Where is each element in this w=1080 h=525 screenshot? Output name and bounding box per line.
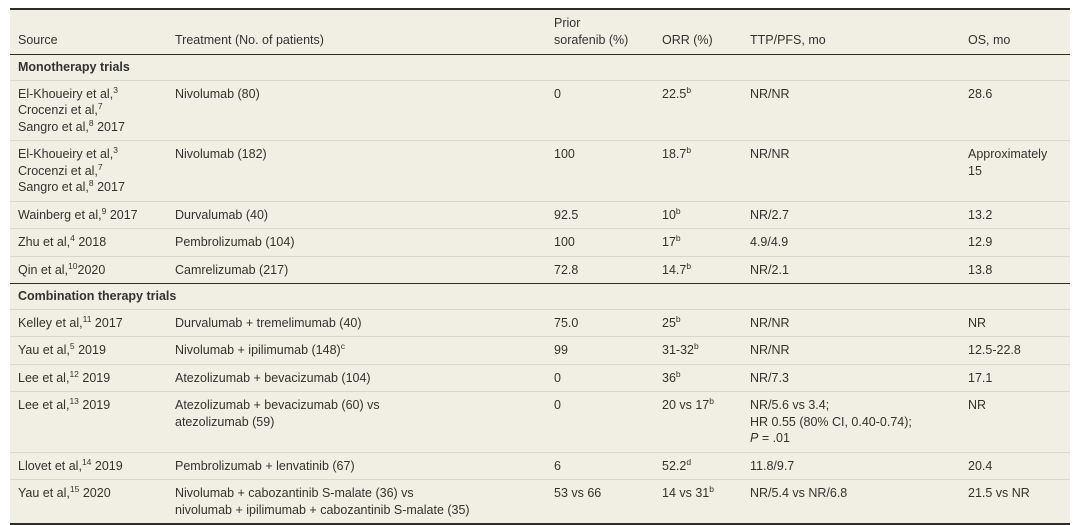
cell-orr: 18.7b xyxy=(654,140,742,201)
cell-os: 13.2 xyxy=(960,200,1070,229)
table-row: El-Khoueiry et al,3 Crocenzi et al,7 Sangr… xyxy=(10,79,1070,141)
cell-ttp-pfs: NR/NR xyxy=(742,79,960,141)
col-header-treatment: Treatment (No. of patients) xyxy=(167,10,546,55)
cell-ttp-pfs: 4.9/4.9 xyxy=(742,228,960,256)
cell-orr: 20 vs 17b xyxy=(654,391,742,452)
cell-orr: 14 vs 31b xyxy=(654,479,742,523)
cell-ttp-pfs: NR/2.7 xyxy=(742,200,960,229)
cell-treatment: Nivolumab + cabozantinib S-malate (36) v… xyxy=(167,479,546,523)
cell-os: 21.5 vs NR xyxy=(960,479,1070,523)
cell-orr: 10b xyxy=(654,200,742,229)
cell-ttp-pfs: NR/5.4 vs NR/6.8 xyxy=(742,479,960,523)
cell-os: 13.8 xyxy=(960,255,1070,284)
cell-os: 28.6 xyxy=(960,79,1070,141)
cell-treatment: Atezolizumab + bevacizumab (60) vs atezol… xyxy=(167,391,546,452)
cell-orr: 17b xyxy=(654,228,742,256)
cell-treatment: Atezolizumab + bevacizumab (104) xyxy=(167,363,546,392)
cell-treatment: Pembrolizumab (104) xyxy=(167,228,546,256)
cell-ttp-pfs: NR/2.1 xyxy=(742,255,960,284)
cell-os: 20.4 xyxy=(960,451,1070,480)
cell-orr: 14.7b xyxy=(654,255,742,284)
section-header-monotherapy: Monotherapy trials xyxy=(10,55,1070,81)
table-row: Yau et al,5 2019 Nivolumab + ipilimumab … xyxy=(10,336,1070,364)
cell-source: Lee et al,12 2019 xyxy=(10,363,167,392)
cell-orr: 52.2d xyxy=(654,451,742,480)
cell-orr: 31-32b xyxy=(654,336,742,364)
cell-source: El-Khoueiry et al,3 Crocenzi et al,7 Sangr… xyxy=(10,79,167,141)
col-header-ttp-pfs: TTP/PFS, mo xyxy=(742,10,960,55)
cell-orr: 36b xyxy=(654,363,742,392)
table-row: Qin et al,102020 Camrelizumab (217) 72.8… xyxy=(10,255,1070,284)
cell-prior-sorafenib: 0 xyxy=(546,391,654,452)
table-row: Zhu et al,4 2018 Pembrolizumab (104) 100… xyxy=(10,228,1070,256)
trials-table: Source Treatment (No. of patients) Prior… xyxy=(10,10,1070,523)
table-row: El-Khoueiry et al,3 Crocenzi et al,7 Sangr… xyxy=(10,140,1070,201)
table-row: Llovet et al,14 2019 Pembrolizumab + len… xyxy=(10,451,1070,480)
cell-treatment: Durvalumab + tremelimumab (40) xyxy=(167,308,546,337)
cell-os: NR xyxy=(960,391,1070,452)
cell-ttp-pfs: NR/NR xyxy=(742,140,960,201)
cell-source: Kelley et al,11 2017 xyxy=(10,308,167,337)
cell-source: Zhu et al,4 2018 xyxy=(10,228,167,256)
cell-prior-sorafenib: 100 xyxy=(546,140,654,201)
cell-os: 17.1 xyxy=(960,363,1070,392)
cell-prior-sorafenib: 6 xyxy=(546,451,654,480)
col-header-orr: ORR (%) xyxy=(654,10,742,55)
cell-os: Approximately 15 xyxy=(960,140,1070,201)
cell-source: El-Khoueiry et al,3 Crocenzi et al,7 Sangr… xyxy=(10,140,167,201)
cell-ttp-pfs: 11.8/9.7 xyxy=(742,451,960,480)
cell-prior-sorafenib: 72.8 xyxy=(546,255,654,284)
cell-ttp-pfs: NR/5.6 vs 3.4; HR 0.55 (80% CI, 0.40-0.74… xyxy=(742,391,960,452)
cell-source: Yau et al,5 2019 xyxy=(10,336,167,364)
col-header-os: OS, mo xyxy=(960,10,1070,55)
section-header-label: Combination therapy trials xyxy=(10,283,1070,309)
section-header-combination: Combination therapy trials xyxy=(10,283,1070,309)
cell-source: Qin et al,102020 xyxy=(10,255,167,284)
cell-prior-sorafenib: 100 xyxy=(546,228,654,256)
cell-prior-sorafenib: 0 xyxy=(546,79,654,141)
col-header-prior-sorafenib: Prior sorafenib (%) xyxy=(546,10,654,55)
table-row: Yau et al,15 2020 Nivolumab + cabozantin… xyxy=(10,479,1070,523)
table-row: Lee et al,12 2019 Atezolizumab + bevaciz… xyxy=(10,363,1070,392)
table-row: Lee et al,13 2019 Atezolizumab + bevaciz… xyxy=(10,391,1070,452)
cell-prior-sorafenib: 99 xyxy=(546,336,654,364)
cell-treatment: Durvalumab (40) xyxy=(167,200,546,229)
column-header-row: Source Treatment (No. of patients) Prior… xyxy=(10,10,1070,55)
col-header-source: Source xyxy=(10,10,167,55)
cell-treatment: Nivolumab + ipilimumab (148)c xyxy=(167,336,546,364)
cell-source: Wainberg et al,9 2017 xyxy=(10,200,167,229)
table-row: Wainberg et al,9 2017 Durvalumab (40) 92… xyxy=(10,200,1070,229)
cell-prior-sorafenib: 92.5 xyxy=(546,200,654,229)
cell-prior-sorafenib: 53 vs 66 xyxy=(546,479,654,523)
cell-treatment: Pembrolizumab + lenvatinib (67) xyxy=(167,451,546,480)
cell-treatment: Camrelizumab (217) xyxy=(167,255,546,284)
cell-os: 12.5-22.8 xyxy=(960,336,1070,364)
cell-orr: 22.5b xyxy=(654,79,742,141)
section-header-label: Monotherapy trials xyxy=(18,60,130,74)
cell-orr: 25b xyxy=(654,308,742,337)
cell-source: Yau et al,15 2020 xyxy=(10,479,167,523)
table-row: Kelley et al,11 2017 Durvalumab + tremel… xyxy=(10,308,1070,337)
cell-source: Lee et al,13 2019 xyxy=(10,391,167,452)
cell-source: Llovet et al,14 2019 xyxy=(10,451,167,480)
cell-os: 12.9 xyxy=(960,228,1070,256)
cell-ttp-pfs: NR/7.3 xyxy=(742,363,960,392)
cell-os: NR xyxy=(960,308,1070,337)
cell-prior-sorafenib: 0 xyxy=(546,363,654,392)
cell-treatment: Nivolumab (182) xyxy=(167,140,546,201)
trials-table-card: Source Treatment (No. of patients) Prior… xyxy=(10,8,1070,525)
cell-ttp-pfs: NR/NR xyxy=(742,308,960,337)
cell-prior-sorafenib: 75.0 xyxy=(546,308,654,337)
cell-ttp-pfs: NR/NR xyxy=(742,336,960,364)
cell-treatment: Nivolumab (80) xyxy=(167,79,546,141)
